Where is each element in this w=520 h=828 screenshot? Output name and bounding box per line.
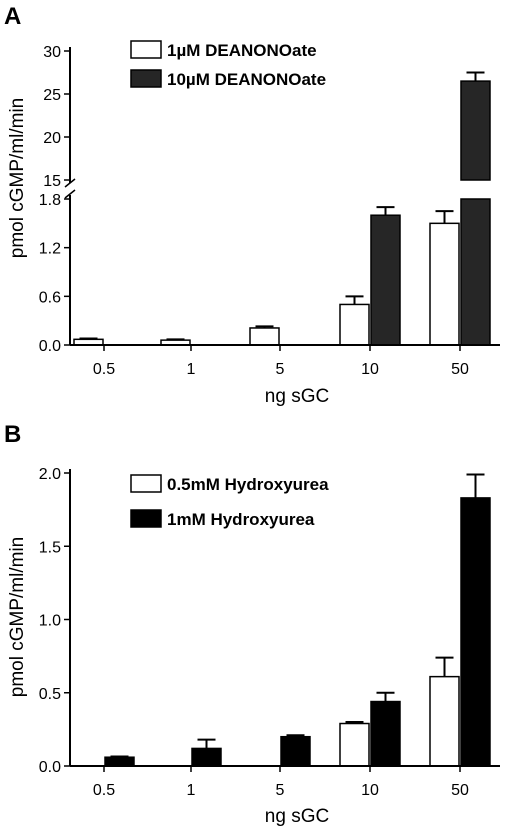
panel-b-letter: B [4, 421, 21, 448]
legend-label: 1mM Hydroxyurea [167, 510, 315, 529]
legend-label: 10µM DEANONOate [167, 70, 326, 89]
legend-swatch [130, 509, 162, 528]
y-tick-label: 1.2 [39, 241, 61, 258]
y-tick-label: 0.0 [39, 759, 61, 776]
bar [339, 722, 370, 767]
panel-a-x-axis-title: ng sGC [265, 386, 329, 407]
y-tick-label: 1.5 [39, 539, 61, 556]
y-tick-label: 25 [43, 87, 61, 104]
bar [429, 675, 460, 767]
legend-swatch [130, 474, 162, 493]
legend-swatch [130, 69, 162, 88]
y-tick-label: 1.0 [39, 613, 61, 630]
panel-b-y-axis-title: pmol cGMP/ml/min [7, 537, 28, 697]
y-tick-label: 0.5 [39, 686, 61, 703]
bar [429, 222, 460, 346]
y-tick-label: 20 [43, 130, 61, 147]
panel-b-axes: 0.0 0.5 1.0 1.5 2.0 0.5 1 5 10 50 [39, 466, 500, 799]
bar [370, 700, 401, 767]
x-tick-label: 1 [187, 782, 196, 799]
x-tick-label: 1 [187, 361, 196, 378]
x-tick-label: 10 [361, 782, 379, 799]
bar [460, 497, 491, 767]
y-tick-label: 0.6 [39, 289, 61, 306]
bar [339, 303, 370, 346]
bar [191, 747, 222, 767]
panel-b-legend: 0.5mM Hydroxyurea 1mM Hydroxyurea [130, 474, 329, 529]
axis-break-mark [64, 178, 76, 188]
y-tick-label: 30 [43, 44, 61, 61]
legend-label: 1µM DEANONOate [167, 41, 317, 60]
bar [460, 198, 491, 346]
x-tick-label: 0.5 [93, 361, 115, 378]
panel-a-bars [73, 71, 491, 346]
panel-b-x-axis-title: ng sGC [265, 806, 329, 827]
bar [249, 327, 280, 346]
x-tick-label: 10 [361, 361, 379, 378]
y-tick-label: 15 [43, 173, 61, 190]
axis-break-mark [64, 189, 76, 199]
panel-a-legend: 1µM DEANONOate 10µM DEANONOate [130, 40, 326, 89]
x-tick-label: 5 [276, 361, 285, 378]
y-tick-label: 0.0 [39, 338, 61, 355]
panel-b-bars [104, 473, 491, 767]
legend-swatch [130, 40, 162, 59]
bar [460, 80, 491, 181]
bar [104, 756, 135, 767]
bar [280, 735, 311, 767]
y-tick-label: 1.8 [39, 192, 61, 209]
x-tick-label: 50 [451, 361, 469, 378]
panel-a-y-axis-title: pmol cGMP/ml/min [7, 98, 28, 258]
x-tick-label: 5 [276, 782, 285, 799]
legend-label: 0.5mM Hydroxyurea [167, 475, 329, 494]
x-tick-label: 0.5 [93, 782, 115, 799]
bar [370, 214, 401, 346]
panel-a-letter: A [4, 3, 21, 30]
x-tick-label: 50 [451, 782, 469, 799]
y-tick-label: 2.0 [39, 466, 61, 483]
